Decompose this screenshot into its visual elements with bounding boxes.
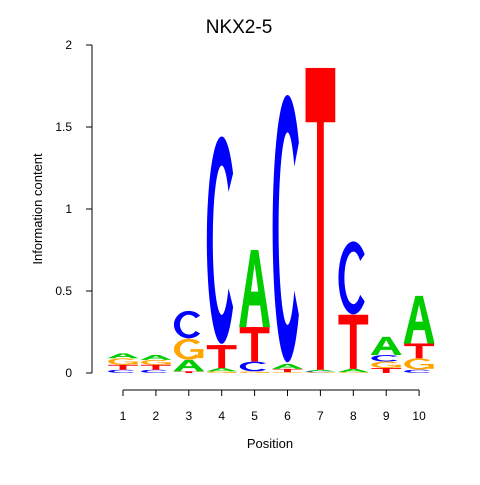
x-tick-label: 3 [185,409,192,423]
x-axis-label: Position [247,436,293,451]
y-tick-label: 0 [65,366,72,380]
x-tick-label: 8 [350,409,357,423]
x-tick-label: 6 [284,409,291,423]
x-tick-label: 4 [218,409,225,423]
x-tick-label: 9 [383,409,390,423]
chart-title: NKX2-5 [206,17,273,38]
x-tick-label: 2 [153,409,160,423]
y-axis-label: Information content [30,153,45,265]
y-tick-label: 2 [65,38,72,52]
y-tick-label: 1 [65,202,72,216]
x-tick-label: 1 [120,409,127,423]
x-tick-label: 10 [412,409,426,423]
x-tick-label: 7 [317,409,324,423]
y-tick-label: 0.5 [55,284,72,298]
x-tick-label: 5 [251,409,258,423]
y-tick-label: 1.5 [55,120,72,134]
